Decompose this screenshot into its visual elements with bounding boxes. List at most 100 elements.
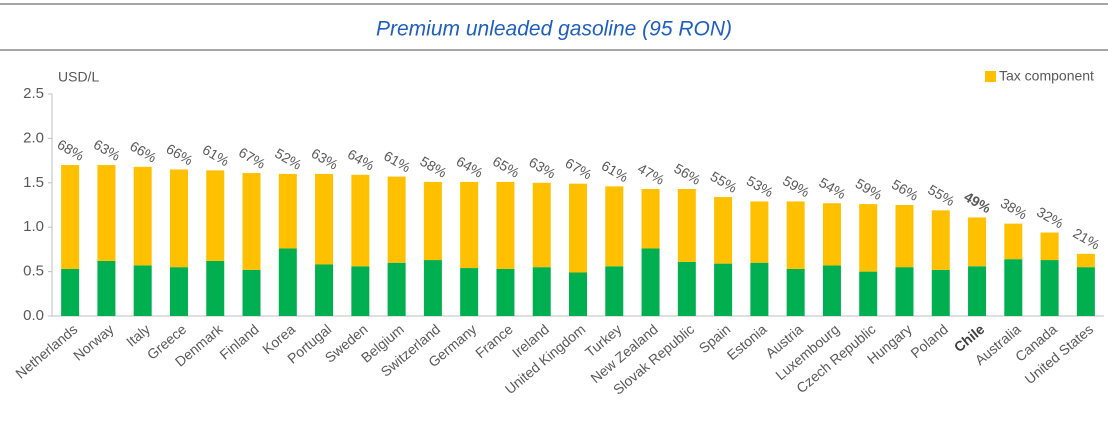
bar-segment bbox=[750, 262, 769, 316]
x-tick-label: Poland bbox=[907, 321, 951, 361]
bar-segment bbox=[532, 182, 551, 268]
bar-segment bbox=[931, 210, 950, 270]
bar-segment bbox=[786, 201, 805, 269]
bar-segment bbox=[714, 263, 733, 316]
bar-segment bbox=[133, 265, 152, 316]
y-tick-label: 1.5 bbox=[23, 174, 44, 191]
share-label: 55% bbox=[925, 181, 957, 209]
bar-segment bbox=[605, 186, 624, 267]
share-label: 47% bbox=[635, 160, 667, 188]
y-tick-label: 0.5 bbox=[23, 263, 44, 280]
share-label: 49% bbox=[962, 188, 995, 216]
bar-segment bbox=[97, 165, 116, 261]
share-label: 61% bbox=[381, 148, 413, 176]
y-tick-label: 2.5 bbox=[23, 85, 44, 102]
share-label: 61% bbox=[200, 141, 232, 169]
share-label: 68% bbox=[55, 136, 87, 164]
bar-segment bbox=[605, 266, 624, 316]
share-label: 53% bbox=[744, 172, 776, 200]
share-label: 21% bbox=[1070, 225, 1102, 253]
bar-segment bbox=[641, 189, 660, 249]
x-tick-label: Finland bbox=[216, 321, 261, 363]
bar-segment bbox=[278, 173, 297, 249]
share-label: 63% bbox=[91, 136, 123, 164]
legend-swatch bbox=[985, 71, 996, 82]
bar-segment bbox=[206, 260, 225, 316]
bar-segment bbox=[61, 268, 80, 316]
x-tick-label: France bbox=[472, 321, 516, 361]
bar-segment bbox=[460, 268, 479, 316]
share-label: 59% bbox=[780, 172, 812, 200]
share-label: 64% bbox=[454, 153, 486, 181]
share-label: 63% bbox=[309, 145, 341, 173]
bar-segment bbox=[351, 266, 370, 316]
bar-segment bbox=[242, 173, 261, 270]
bar-segment bbox=[895, 267, 914, 316]
bar-segment bbox=[1076, 267, 1095, 316]
share-label: 64% bbox=[345, 146, 377, 174]
bar-segment bbox=[460, 181, 479, 269]
bar-segment bbox=[822, 265, 841, 316]
bar-segment bbox=[1076, 253, 1095, 268]
bar-segment bbox=[714, 197, 733, 264]
bar-segment bbox=[786, 268, 805, 316]
share-label: 61% bbox=[599, 157, 631, 185]
x-tick-label: Estonia bbox=[724, 321, 770, 363]
share-label: 56% bbox=[671, 160, 703, 188]
bar-segment bbox=[569, 272, 587, 316]
share-label: 54% bbox=[816, 174, 848, 202]
bar-segment bbox=[387, 176, 406, 263]
bar-segment bbox=[677, 189, 696, 262]
x-tick-label: Norway bbox=[70, 321, 117, 364]
bar-segment bbox=[859, 271, 878, 316]
bar-segment bbox=[859, 204, 878, 272]
share-label: 67% bbox=[236, 144, 268, 172]
share-label: 59% bbox=[853, 175, 885, 203]
bar-segment bbox=[133, 166, 152, 266]
bar-segment bbox=[496, 268, 515, 316]
share-label: 52% bbox=[272, 145, 304, 173]
share-label: 63% bbox=[526, 154, 558, 182]
bar-segment bbox=[1040, 260, 1059, 316]
bar-segment bbox=[351, 174, 370, 267]
bar-segment bbox=[97, 260, 116, 316]
share-label: 55% bbox=[708, 168, 740, 196]
bar-segment bbox=[532, 267, 551, 316]
bar-segment bbox=[968, 266, 987, 316]
bar-segment bbox=[1004, 259, 1023, 316]
y-tick-label: 2.0 bbox=[23, 129, 44, 146]
share-label: 65% bbox=[490, 153, 522, 181]
share-label: 38% bbox=[998, 195, 1030, 223]
share-label: 32% bbox=[1034, 203, 1066, 231]
share-label: 56% bbox=[889, 176, 921, 204]
bar-segment bbox=[750, 201, 769, 263]
bar-segment bbox=[931, 269, 950, 316]
bar-segment bbox=[278, 248, 297, 316]
bar-segment bbox=[569, 183, 587, 273]
bar-segment bbox=[169, 169, 188, 268]
bar-segment bbox=[1040, 232, 1059, 261]
y-tick-label: 0.0 bbox=[23, 307, 44, 324]
bar-segment bbox=[677, 261, 696, 316]
bar-segment bbox=[822, 203, 841, 266]
bar-segment bbox=[387, 262, 406, 316]
bar-segment bbox=[423, 181, 442, 261]
bar-segment bbox=[496, 181, 515, 269]
y-axis-label: USD/L bbox=[58, 69, 99, 85]
bar-segment bbox=[315, 173, 334, 265]
bar-segment bbox=[242, 269, 261, 316]
share-label: 58% bbox=[417, 153, 449, 181]
chart-title: Premium unleaded gasoline (95 RON) bbox=[376, 18, 732, 41]
bar-segment bbox=[1004, 223, 1023, 260]
legend-label: Tax component bbox=[999, 68, 1094, 84]
bar-segment bbox=[61, 165, 80, 269]
y-tick-label: 1.0 bbox=[23, 218, 44, 235]
bar-segment bbox=[315, 264, 334, 316]
bar-segment bbox=[641, 248, 660, 316]
bar-segment bbox=[895, 205, 914, 268]
share-label: 67% bbox=[563, 155, 595, 183]
share-label: 66% bbox=[127, 138, 159, 166]
bar-segment bbox=[423, 260, 442, 316]
share-label: 66% bbox=[163, 140, 195, 168]
